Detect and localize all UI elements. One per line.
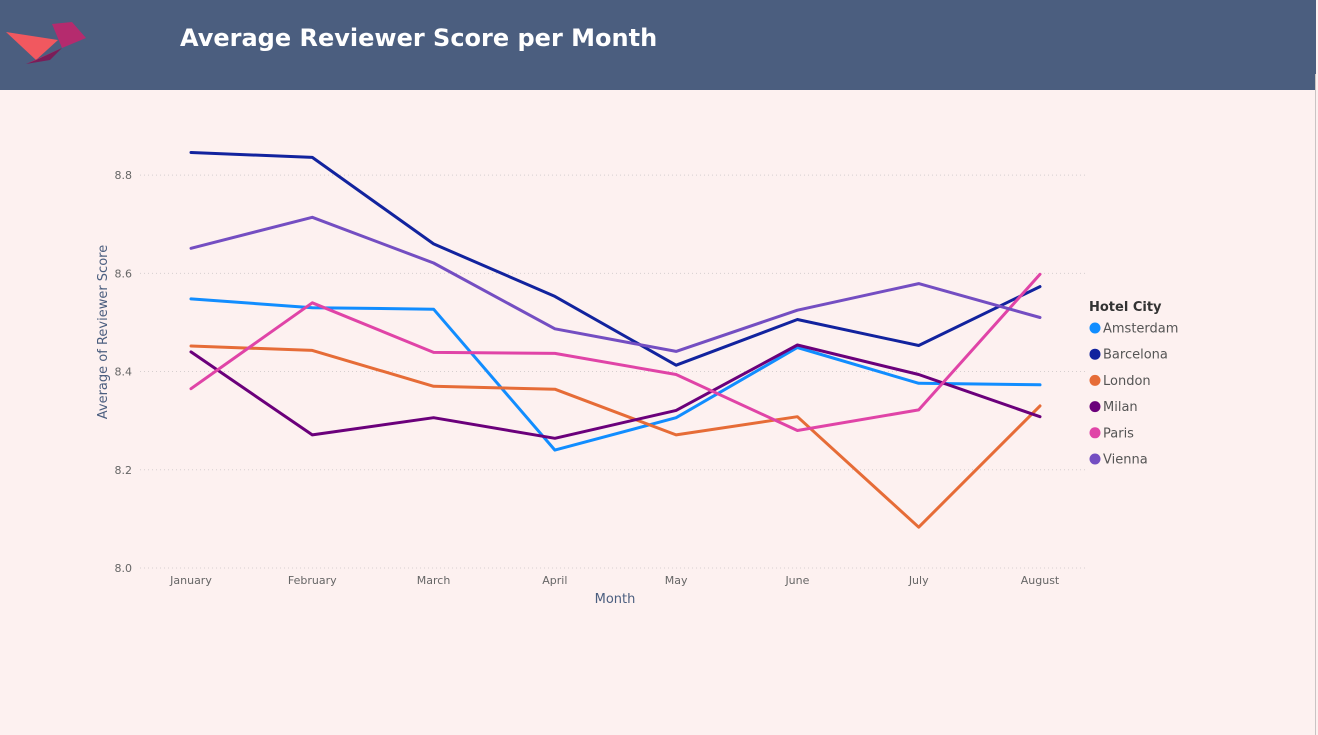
series-lines — [189, 151, 1042, 529]
line-chart: 8.0 8.2 8.4 8.6 8.8 January February March Apri… — [96, 151, 1178, 607]
legend-marker-amsterdam — [1089, 322, 1101, 334]
x-axis-ticks: January February March April May June July Augu… — [169, 574, 1060, 587]
x-tick-label: July — [908, 574, 929, 587]
legend-marker-vienna — [1089, 453, 1101, 465]
y-axis-ticks: 8.0 8.2 8.4 8.6 8.8 — [115, 169, 133, 575]
series-line-milan — [189, 343, 1042, 440]
series-line-london — [189, 344, 1042, 529]
x-tick-label: June — [784, 574, 809, 587]
x-tick-label: March — [417, 574, 451, 587]
legend-label-amsterdam: Amsterdam — [1103, 322, 1178, 337]
header-bar: Average Reviewer Score per Month — [0, 0, 1316, 90]
legend-label-milan: Milan — [1103, 400, 1138, 415]
page-right-border — [1315, 74, 1316, 735]
legend-label-vienna: Vienna — [1103, 453, 1148, 468]
x-tick-label: April — [542, 574, 567, 587]
legend: Hotel City Amsterdam Barcelona London Milan… — [1089, 300, 1178, 468]
series-line-barcelona — [189, 151, 1042, 367]
series-line-vienna — [189, 215, 1042, 353]
legend-label-paris: Paris — [1103, 426, 1134, 441]
y-tick-label: 8.2 — [115, 464, 133, 477]
series-line-paris — [189, 272, 1042, 432]
legend-marker-london — [1089, 374, 1101, 386]
series-line-amsterdam — [189, 297, 1042, 452]
y-axis-title: Average of Reviewer Score — [96, 245, 111, 419]
x-tick-label: January — [169, 574, 212, 587]
y-tick-label: 8.8 — [115, 169, 133, 182]
x-axis-title: Month — [595, 592, 636, 607]
legend-marker-barcelona — [1089, 348, 1101, 360]
legend-title: Hotel City — [1089, 300, 1162, 315]
x-tick-label: May — [665, 574, 688, 587]
legend-label-london: London — [1103, 374, 1151, 389]
y-tick-label: 8.4 — [115, 366, 133, 379]
x-tick-label: February — [288, 574, 337, 587]
gridlines — [140, 174, 1088, 569]
legend-label-barcelona: Barcelona — [1103, 348, 1168, 363]
y-tick-label: 8.6 — [115, 267, 133, 280]
page-title: Average Reviewer Score per Month — [180, 24, 658, 52]
legend-marker-paris — [1089, 427, 1101, 439]
bird-logo-icon — [6, 22, 86, 64]
legend-marker-milan — [1089, 401, 1101, 413]
y-tick-label: 8.0 — [115, 562, 133, 575]
x-tick-label: August — [1021, 574, 1060, 587]
